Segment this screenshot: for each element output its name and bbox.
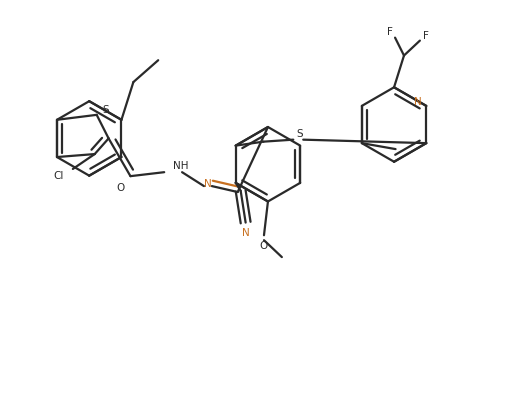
- Text: N: N: [414, 97, 422, 107]
- Text: S: S: [102, 105, 109, 115]
- Text: Cl: Cl: [54, 171, 64, 181]
- Text: NH: NH: [173, 161, 188, 171]
- Text: O: O: [260, 241, 268, 251]
- Text: S: S: [296, 129, 303, 139]
- Text: O: O: [116, 183, 125, 193]
- Text: F: F: [423, 30, 429, 41]
- Text: N: N: [204, 179, 212, 189]
- Text: F: F: [387, 27, 393, 37]
- Text: N: N: [242, 228, 250, 238]
